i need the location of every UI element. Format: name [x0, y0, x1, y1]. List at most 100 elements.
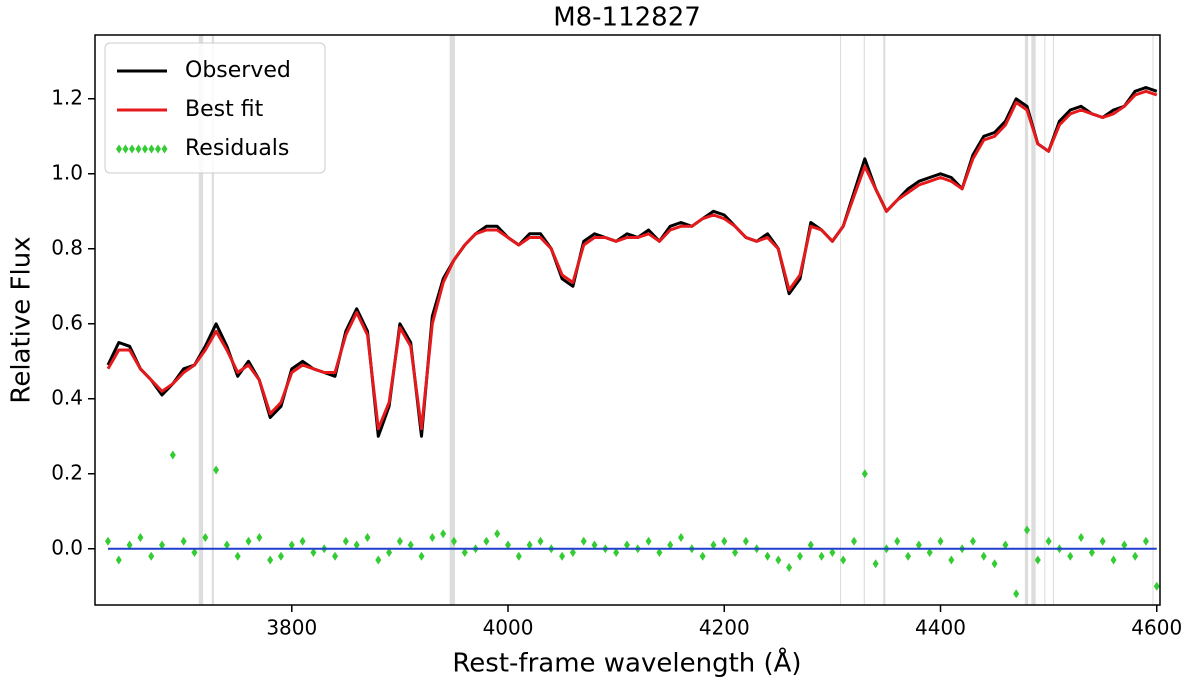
residual-point [1142, 536, 1149, 546]
residual-point [180, 536, 187, 546]
residual-point [256, 533, 263, 542]
residual-point [732, 548, 739, 557]
legend-marker [148, 144, 155, 154]
residual-point [126, 540, 133, 550]
residual-point [440, 529, 447, 539]
residual-point [1034, 555, 1041, 565]
residual-point [775, 555, 782, 565]
masked-region [1052, 35, 1055, 605]
plot-layer [104, 35, 1160, 605]
residual-point [764, 551, 771, 561]
residual-point [515, 551, 522, 561]
x-tick-label: 4400 [915, 616, 966, 640]
residual-point [1024, 525, 1031, 535]
residual-point [721, 536, 728, 546]
residual-point [559, 551, 566, 561]
legend-marker [116, 144, 122, 154]
masked-region [883, 35, 886, 605]
legend-marker [122, 144, 129, 154]
residual-point [742, 536, 749, 546]
residual-point [926, 548, 933, 557]
y-tick-label: 0.8 [51, 235, 83, 259]
masked-region [1031, 35, 1036, 605]
residual-point [829, 548, 836, 557]
residual-point [656, 548, 663, 557]
residual-point [353, 540, 360, 550]
masked-region [449, 35, 456, 605]
x-tick-label: 4000 [483, 616, 534, 640]
residual-point [342, 536, 349, 546]
residual-point [969, 536, 976, 546]
residual-point [267, 555, 274, 565]
residual-point [591, 540, 598, 550]
y-tick-label: 0.6 [51, 310, 83, 334]
legend-label: Residuals [185, 136, 289, 161]
residual-point [407, 540, 414, 550]
residual-point [1078, 533, 1085, 542]
residual-point [483, 536, 490, 546]
residual-point [667, 540, 674, 550]
residual-point [937, 536, 944, 546]
residual-point [375, 555, 382, 565]
legend-marker [161, 144, 168, 154]
legend-label: Best fit [185, 97, 264, 122]
residual-point [299, 536, 306, 546]
residual-point [396, 536, 403, 546]
residual-point [569, 548, 576, 557]
residual-point [494, 529, 501, 539]
residual-point [169, 450, 176, 460]
residual-point [418, 551, 425, 561]
legend-marker [142, 144, 148, 154]
residual-point [429, 533, 436, 542]
legend-box [104, 42, 326, 174]
residual-point [1067, 551, 1074, 561]
residual-point [645, 536, 652, 546]
residual-point [461, 548, 468, 557]
residual-point [191, 548, 198, 557]
y-tick-label: 0.2 [51, 460, 83, 484]
residual-point [678, 533, 685, 542]
legend-marker [129, 144, 135, 154]
residual-point [277, 551, 284, 561]
masked-region [211, 35, 214, 605]
x-tick-label: 3800 [266, 616, 317, 640]
legend-marker [155, 144, 161, 154]
residual-point [1121, 540, 1128, 550]
spectrum-line [106, 89, 1158, 431]
residual-point [710, 540, 717, 550]
residual-point [1045, 536, 1052, 546]
chart-title: M8-112827 [553, 3, 701, 33]
y-tick-label: 1.0 [51, 160, 83, 184]
residual-point [115, 555, 122, 565]
x-axis-label: Rest-frame wavelength (Å) [452, 647, 801, 679]
y-tick-label: 1.2 [51, 85, 83, 109]
residual-point [213, 465, 220, 475]
masked-region [863, 35, 865, 605]
residual-point [1013, 589, 1020, 599]
residual-point [623, 540, 630, 550]
residual-point [223, 540, 230, 550]
residual-point [894, 536, 901, 546]
residual-point [851, 536, 858, 546]
residual-point [807, 540, 814, 550]
residual-point [699, 551, 706, 561]
residual-point [1099, 536, 1106, 546]
masked-region [1044, 35, 1046, 605]
residual-point [1110, 555, 1117, 565]
y-tick-label: 0.4 [51, 385, 83, 409]
axes-frame [94, 34, 1161, 606]
legend-marker [135, 144, 142, 154]
residual-point [288, 540, 295, 550]
residual-point [1002, 540, 1009, 550]
residual-point [818, 551, 825, 561]
masked-region [1024, 35, 1029, 605]
residual-point [580, 536, 587, 546]
residual-point [991, 559, 998, 569]
residual-point [840, 555, 847, 565]
x-tick-label: 4600 [1131, 616, 1182, 640]
residual-point [1153, 581, 1160, 591]
residual-point [450, 536, 457, 546]
legend-label: Observed [185, 58, 291, 83]
masked-region [839, 35, 842, 605]
